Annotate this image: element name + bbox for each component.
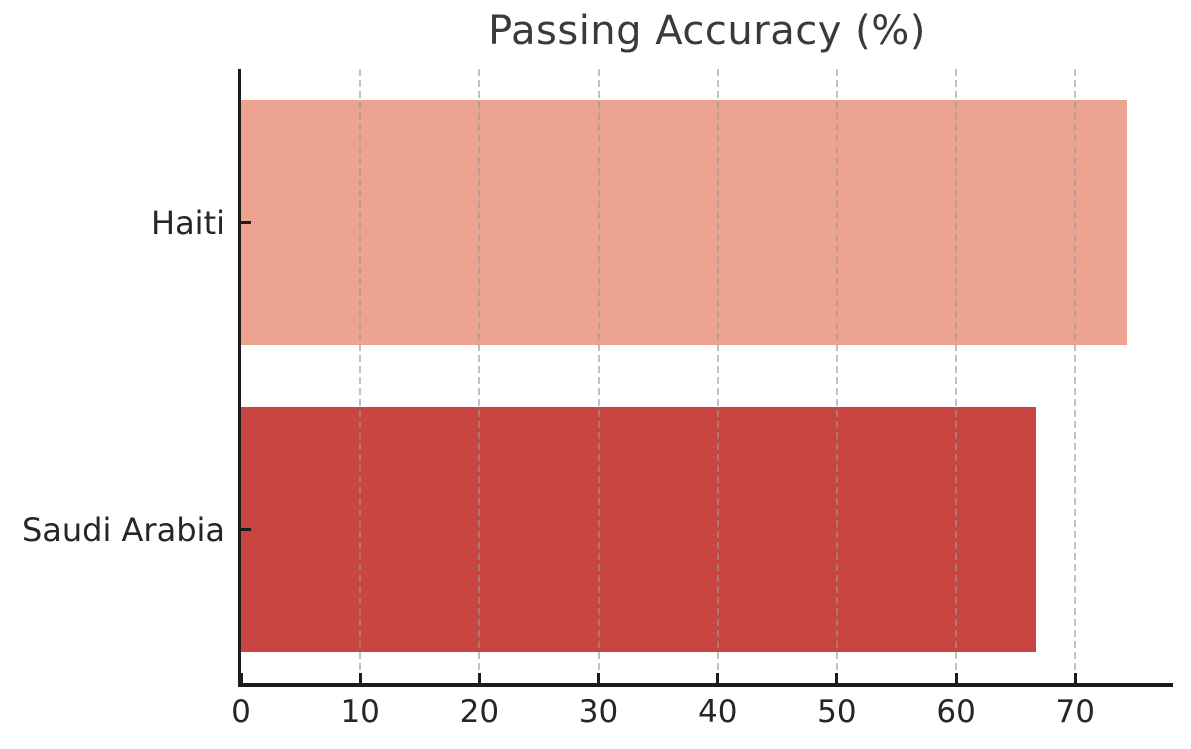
- x-tick-label-20: 20: [459, 694, 500, 730]
- y-tick-haiti: [241, 221, 251, 224]
- x-tick-label-30: 30: [578, 694, 619, 730]
- x-tick-40: [716, 673, 720, 683]
- y-tick-saudi-arabia: [241, 528, 251, 531]
- gridline-30: [597, 69, 600, 683]
- x-tick-70: [1073, 673, 1077, 683]
- gridline-40: [716, 69, 719, 683]
- x-tick-20: [477, 673, 481, 683]
- bar-haiti: [241, 99, 1127, 346]
- gridline-50: [835, 69, 838, 683]
- x-tick-label-50: 50: [817, 694, 857, 730]
- x-tick-label-60: 60: [936, 694, 976, 730]
- x-tick-label-0: 0: [231, 694, 251, 730]
- category-label-saudi-arabia: Saudi Arabia: [21, 510, 225, 549]
- x-tick-0: [239, 673, 243, 683]
- x-tick-label-40: 40: [697, 694, 738, 730]
- gridline-20: [478, 69, 481, 683]
- x-tick-10: [358, 673, 362, 683]
- x-axis-spine: [238, 683, 1173, 687]
- x-tick-60: [954, 673, 958, 683]
- chart-title: Passing Accuracy (%): [488, 8, 926, 54]
- gridline-70: [1074, 69, 1077, 683]
- x-tick-label-70: 70: [1055, 694, 1095, 730]
- category-label-haiti: Haiti: [151, 203, 225, 242]
- x-tick-30: [597, 673, 601, 683]
- x-tick-label-10: 10: [340, 694, 380, 730]
- gridline-10: [359, 69, 362, 683]
- x-tick-50: [835, 673, 839, 683]
- bar-saudi-arabia: [241, 406, 1036, 653]
- gridline-60: [955, 69, 958, 683]
- y-axis-spine: [238, 69, 241, 686]
